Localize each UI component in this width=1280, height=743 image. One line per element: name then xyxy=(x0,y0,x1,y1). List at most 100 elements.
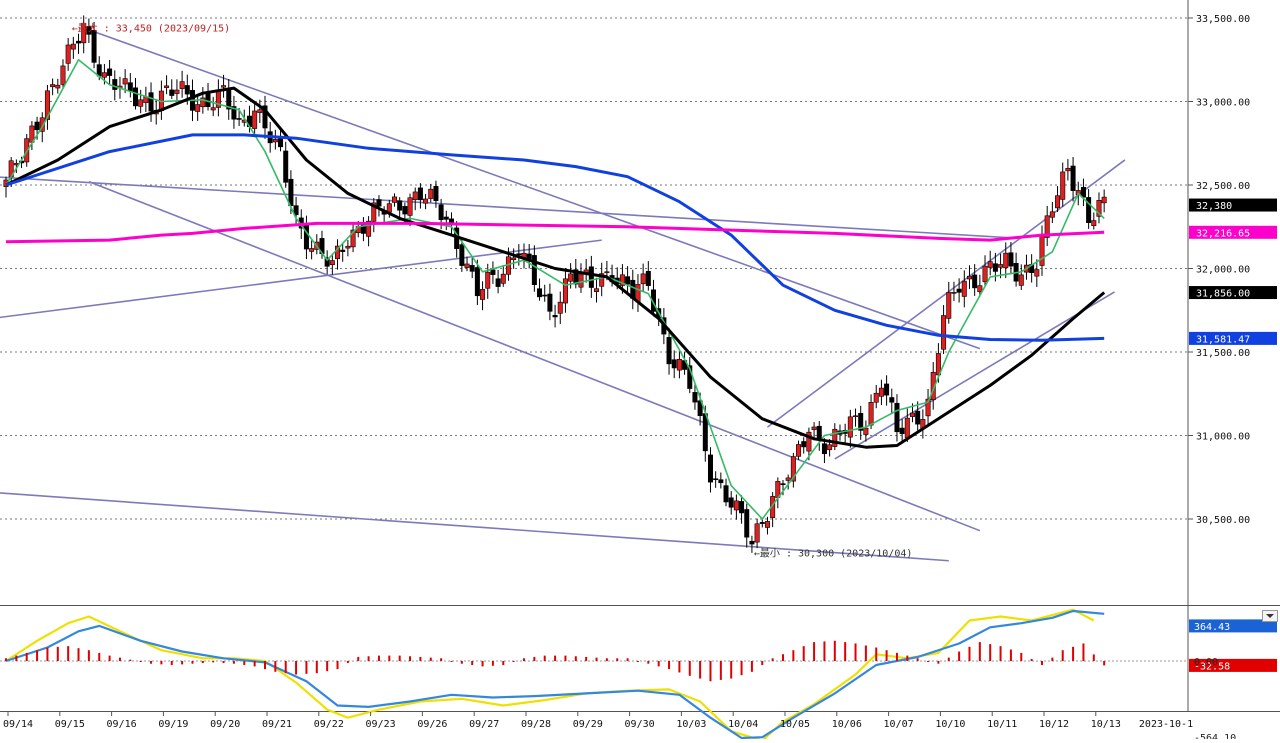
candle-body xyxy=(433,186,439,201)
moving-average-line xyxy=(5,133,1105,342)
candle-body xyxy=(853,415,859,418)
macd-histogram-bar xyxy=(232,661,235,664)
date-tick-label: 10/12 xyxy=(1039,719,1069,730)
candle xyxy=(739,495,745,524)
candles xyxy=(3,15,1107,553)
candle-body xyxy=(184,85,190,95)
candle-body xyxy=(588,266,594,288)
candle-body xyxy=(34,121,40,131)
candle xyxy=(764,516,770,535)
candle-body xyxy=(619,274,625,286)
candle-body xyxy=(464,263,470,268)
price-badge-bg xyxy=(1189,286,1277,300)
candle xyxy=(272,129,278,150)
panel-collapse-button[interactable] xyxy=(1262,607,1278,622)
candle-body xyxy=(76,40,82,44)
candle-body xyxy=(992,263,998,272)
macd-histogram-bar xyxy=(274,661,277,672)
candle xyxy=(666,327,672,375)
macd-histogram-bar xyxy=(181,661,184,665)
macd-histogram-bar xyxy=(585,656,588,661)
candle xyxy=(588,255,594,298)
date-tick-label: 10/06 xyxy=(832,719,862,730)
date-tick-label: 10/03 xyxy=(676,719,706,730)
macd-histogram-bar xyxy=(46,647,49,661)
trendline xyxy=(0,176,1022,240)
candle-body xyxy=(956,288,962,293)
macd-histogram-bar xyxy=(305,661,308,674)
candle xyxy=(417,183,423,209)
candle-body xyxy=(303,223,309,250)
macd-histogram-bar xyxy=(450,661,453,662)
macd-histogram-bar xyxy=(595,657,598,661)
macd-histogram-bar xyxy=(813,642,816,661)
candle-body xyxy=(935,353,941,376)
date-tick-label: 10/07 xyxy=(884,719,914,730)
candle-body xyxy=(231,106,237,120)
candle-body xyxy=(889,397,895,403)
candle xyxy=(858,405,864,440)
candle-body xyxy=(1086,197,1092,224)
macd-histogram-bar xyxy=(440,658,443,661)
candle-body xyxy=(340,249,346,252)
candle-body xyxy=(511,257,517,261)
candle xyxy=(853,408,859,427)
candle-body xyxy=(371,202,377,222)
macd-badge-label: -564.10 xyxy=(1194,733,1236,739)
price-badge: 31,581.47 xyxy=(1189,331,1277,345)
macd-histogram-bar xyxy=(978,642,981,661)
candle-body xyxy=(169,89,175,96)
candle-body xyxy=(966,275,972,280)
candle-body xyxy=(723,485,729,503)
macd-histogram-bar xyxy=(150,661,153,664)
candle-body xyxy=(1055,195,1061,209)
macd-histogram-bar xyxy=(875,647,878,661)
price-tick-label: 31,000.00 xyxy=(1196,432,1250,443)
candle-body xyxy=(697,400,703,416)
macd-badge: -564.10 xyxy=(1194,733,1236,743)
candle xyxy=(1034,259,1040,287)
candle xyxy=(81,15,87,54)
candle-body xyxy=(863,427,869,435)
candle-body xyxy=(70,43,76,50)
trendline xyxy=(0,239,602,319)
candle xyxy=(86,18,92,44)
candle xyxy=(76,33,82,54)
macd-histogram-bar xyxy=(56,646,59,661)
candle-body xyxy=(832,428,838,447)
candle xyxy=(718,472,724,489)
candle-body xyxy=(821,443,827,455)
macd-histogram-bar xyxy=(523,658,525,661)
candle xyxy=(941,305,947,354)
macd-panel: 364.43 -32.580.00 -564.10 xyxy=(0,608,1277,743)
macd-histogram-bar xyxy=(989,644,992,661)
macd-badge-label: 0.00 xyxy=(1194,657,1218,668)
date-tick-label: 09/20 xyxy=(210,719,240,730)
candle-body xyxy=(329,260,335,266)
macd-histogram-bar xyxy=(388,655,391,661)
candle xyxy=(915,401,921,433)
candle xyxy=(542,284,548,302)
date-tick-label: 09/28 xyxy=(521,719,551,730)
macd-histogram-bar xyxy=(108,655,111,661)
candle xyxy=(70,36,76,59)
candle-body xyxy=(86,26,92,35)
candle-body xyxy=(749,540,755,545)
candle-body xyxy=(195,104,201,112)
candle-body xyxy=(728,497,734,508)
candle xyxy=(1096,192,1102,224)
macd-histogram-bar xyxy=(730,661,733,679)
candle-body xyxy=(557,301,563,314)
candle xyxy=(309,240,315,260)
macd-histogram-bar xyxy=(916,658,919,661)
date-tick-label: 09/21 xyxy=(262,719,292,730)
candle xyxy=(283,141,289,188)
price-tick-label: 30,500.00 xyxy=(1196,515,1250,526)
candle-body xyxy=(262,105,268,129)
candle-body xyxy=(531,255,537,285)
candle xyxy=(164,75,170,95)
candle-body xyxy=(1070,165,1076,191)
candle xyxy=(148,82,154,122)
date-tick-label: 09/26 xyxy=(417,719,447,730)
